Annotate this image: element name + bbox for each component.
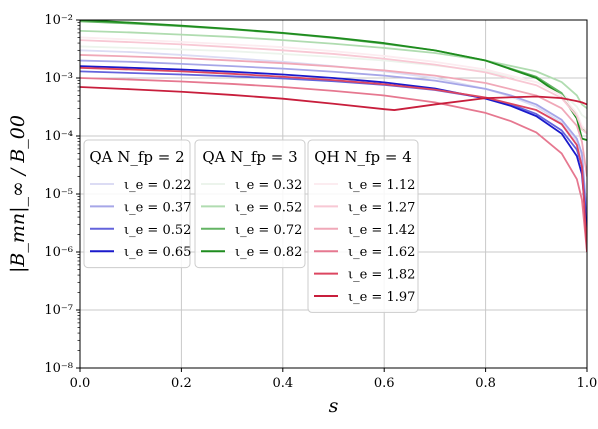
y-axis-label: |B_mn|_∞ / B_00 xyxy=(7,115,29,273)
legend-label: ι_e = 0.82 xyxy=(235,245,302,260)
y-tick-label: 10⁻² xyxy=(44,13,73,28)
series-line-7 xyxy=(80,20,587,141)
legend-label: ι_e = 1.62 xyxy=(348,245,415,260)
series-line-9 xyxy=(80,39,587,135)
x-tick-label: 0.6 xyxy=(374,376,395,391)
x-tick-label: 0.2 xyxy=(171,376,192,391)
legend-label: ι_e = 1.42 xyxy=(348,223,415,238)
x-axis-label: s xyxy=(329,395,339,417)
x-tick-label: 0.0 xyxy=(70,376,91,391)
legend-label: ι_e = 0.37 xyxy=(124,200,191,215)
x-tick-label: 0.4 xyxy=(272,376,293,391)
series-line-13 xyxy=(80,86,587,111)
series-line-3 xyxy=(80,65,587,235)
x-tick-label: 1.0 xyxy=(577,376,598,391)
y-tick-label: 10⁻⁴ xyxy=(44,129,73,144)
legend-label: ι_e = 1.82 xyxy=(348,268,415,283)
series-line-10 xyxy=(80,54,587,177)
legends: QA N_fp = 2 ι_e = 0.22 ι_e = 0.37 ι_e = 0.5… xyxy=(83,139,419,313)
series-line-0 xyxy=(80,49,587,218)
legend-label: ι_e = 0.32 xyxy=(235,178,302,193)
legend-box xyxy=(194,139,306,269)
series-layer xyxy=(80,20,587,253)
legend-label: ι_e = 1.97 xyxy=(348,290,415,305)
series-line-4 xyxy=(80,45,587,120)
ticks: 0.0 0.2 0.4 0.6 0.8 1.0 10⁻⁸ 10⁻⁷ 10⁻⁶ 10⁻⁵ 10⁻⁴ 10… xyxy=(44,13,597,391)
series-line-1 xyxy=(80,59,587,218)
series-line-8 xyxy=(80,36,587,133)
legend-label: ι_e = 0.52 xyxy=(235,200,302,215)
y-tick-label: 10⁻⁶ xyxy=(44,245,73,260)
legend-box xyxy=(83,139,191,269)
y-tick-label: 10⁻⁸ xyxy=(44,361,73,376)
legend-label: ι_e = 0.22 xyxy=(124,178,191,193)
y-tick-label: 10⁻⁷ xyxy=(44,303,73,318)
series-line-5 xyxy=(80,29,587,110)
x-tick-label: 0.8 xyxy=(475,376,496,391)
y-tick-label: 10⁻⁵ xyxy=(44,187,73,202)
legend-label: ι_e = 0.72 xyxy=(235,223,302,238)
legend-label: ι_e = 0.52 xyxy=(124,223,191,238)
y-tick-label: 10⁻³ xyxy=(44,71,73,86)
series-line-11 xyxy=(80,77,587,253)
legend-label: ι_e = 1.12 xyxy=(348,178,415,193)
legend-title: QA N_fp = 3 xyxy=(202,148,297,166)
legend-label: ι_e = 1.27 xyxy=(348,200,415,215)
legend-label: ι_e = 0.65 xyxy=(124,245,191,260)
legend-title: QA N_fp = 2 xyxy=(89,148,184,166)
series-line-12 xyxy=(80,66,587,253)
legend-title: QH N_fp = 4 xyxy=(314,148,412,166)
